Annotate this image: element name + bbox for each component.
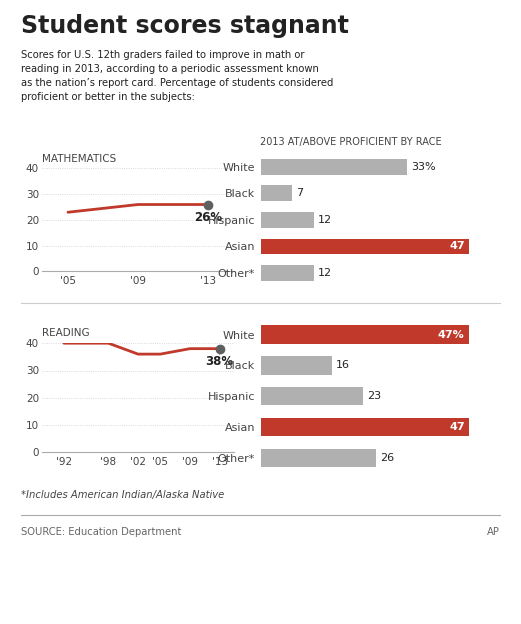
Text: 23: 23 [367,391,381,401]
Bar [260,325,469,344]
Bar [260,212,314,228]
Text: 47: 47 [449,422,465,432]
Text: READING: READING [42,328,89,338]
Text: 12: 12 [318,215,332,225]
Text: 47%: 47% [438,329,465,339]
Text: 26: 26 [380,453,394,463]
Text: 12: 12 [318,268,332,278]
Bar [260,159,407,175]
Text: 47: 47 [449,241,465,251]
Text: 2013 AT/ABOVE PROFICIENT BY RACE: 2013 AT/ABOVE PROFICIENT BY RACE [260,137,442,147]
Bar [260,449,376,467]
Text: 33%: 33% [412,162,436,172]
Text: SOURCE: Education Department: SOURCE: Education Department [21,527,181,537]
Bar [260,387,363,406]
Text: 7: 7 [296,188,303,198]
Text: 26%: 26% [194,211,222,224]
Bar [260,356,331,374]
Bar [260,238,469,255]
Text: Scores for U.S. 12th graders failed to improve in math or
reading in 2013, accor: Scores for U.S. 12th graders failed to i… [21,50,333,102]
Text: AP: AP [487,527,500,537]
Text: 16: 16 [336,361,350,371]
Bar [260,418,469,436]
Text: 38%: 38% [206,356,234,369]
Text: Student scores stagnant: Student scores stagnant [21,14,349,37]
Bar [260,265,314,281]
Text: *Includes American Indian/Alaska Native: *Includes American Indian/Alaska Native [21,490,224,500]
Bar [260,185,292,202]
Text: MATHEMATICS: MATHEMATICS [42,154,116,163]
